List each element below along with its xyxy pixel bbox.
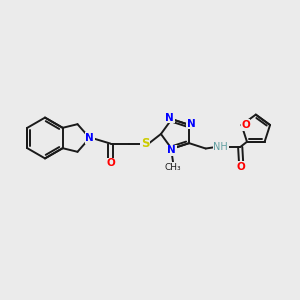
Text: N: N (165, 113, 174, 123)
Text: S: S (141, 137, 149, 150)
Text: N: N (167, 145, 176, 155)
Text: CH₃: CH₃ (165, 163, 181, 172)
Text: O: O (241, 120, 250, 130)
Text: N: N (187, 118, 196, 129)
Text: O: O (106, 158, 115, 168)
Text: N: N (85, 133, 94, 143)
Text: O: O (237, 162, 245, 172)
Text: NH: NH (213, 142, 228, 152)
